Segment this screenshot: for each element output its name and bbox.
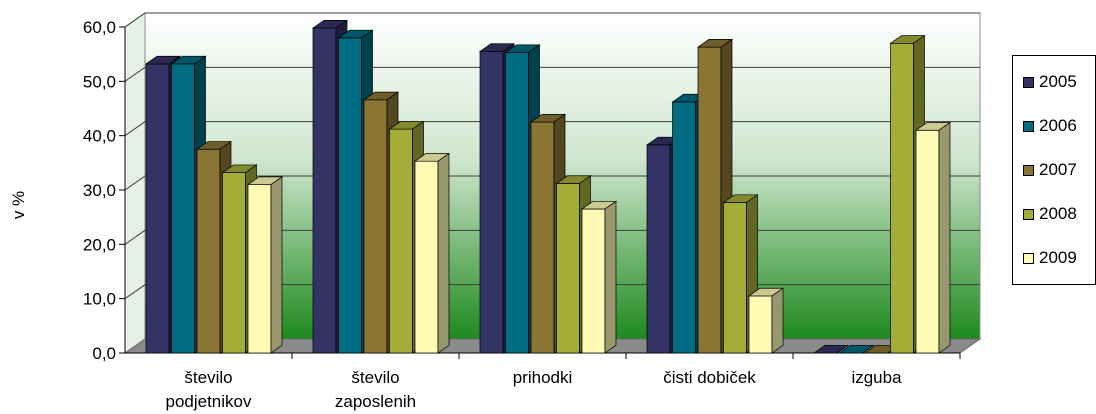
x-tick-label: zaposlenih bbox=[335, 392, 416, 411]
bar-side bbox=[771, 287, 784, 354]
bar-side bbox=[437, 152, 450, 354]
y-tick-label: 20,0 bbox=[83, 235, 116, 254]
legend-label: 2009 bbox=[1039, 248, 1077, 267]
x-tick-label: število bbox=[184, 368, 232, 387]
x-tick-label: podjetnikov bbox=[165, 392, 252, 411]
legend-label: 2006 bbox=[1039, 116, 1077, 135]
bar-front bbox=[247, 184, 272, 354]
y-axis-label: v % bbox=[9, 190, 28, 220]
legend-swatch bbox=[1023, 208, 1034, 220]
legend-item: 2005 bbox=[1023, 72, 1077, 92]
bar-front bbox=[530, 121, 555, 354]
bar bbox=[914, 121, 952, 354]
legend-item: 2008 bbox=[1023, 204, 1077, 224]
bar bbox=[580, 200, 618, 354]
bar-front bbox=[697, 46, 722, 354]
legend-item: 2006 bbox=[1023, 116, 1077, 136]
bar-front bbox=[222, 172, 246, 354]
bar-front bbox=[748, 295, 773, 354]
x-tick-label: prihodki bbox=[513, 368, 573, 387]
bar-front bbox=[890, 42, 914, 354]
bar-front bbox=[338, 37, 362, 354]
bar-side bbox=[862, 345, 874, 354]
y-tick-label: 30,0 bbox=[83, 181, 116, 200]
gridline-side bbox=[124, 12, 146, 28]
gridline-side bbox=[124, 229, 146, 245]
bar bbox=[838, 344, 875, 354]
bar-front bbox=[389, 128, 413, 354]
bar-front bbox=[556, 183, 580, 354]
legend: 2005 2006 2007 2008 2009 bbox=[1012, 55, 1096, 285]
y-tick-label: 40,0 bbox=[83, 127, 116, 146]
legend-label: 2008 bbox=[1039, 204, 1077, 223]
legend-item: 2009 bbox=[1023, 248, 1077, 268]
y-tick-label: 0,0 bbox=[92, 344, 116, 363]
bar-front bbox=[581, 208, 606, 354]
x-tick-label: število bbox=[351, 368, 399, 387]
x-tick-label: čisti dobiček bbox=[663, 368, 756, 387]
bar-front bbox=[312, 27, 337, 354]
bar-front bbox=[196, 148, 221, 354]
y-tick-label: 10,0 bbox=[83, 290, 116, 309]
bar bbox=[246, 176, 284, 354]
gridline-side bbox=[124, 121, 146, 137]
bar-front bbox=[505, 52, 529, 354]
bar bbox=[812, 344, 850, 354]
gridline-side bbox=[124, 284, 146, 300]
legend-label: 2005 bbox=[1039, 72, 1077, 91]
legend-item: 2007 bbox=[1023, 160, 1077, 180]
legend-swatch bbox=[1023, 164, 1034, 176]
bar-front bbox=[145, 63, 170, 354]
gridline-side bbox=[124, 66, 146, 82]
bar-side bbox=[604, 200, 617, 354]
x-tick-label: izguba bbox=[851, 368, 902, 387]
bar-front bbox=[646, 144, 671, 354]
bar-front bbox=[414, 160, 439, 354]
bar-front bbox=[479, 51, 504, 354]
bar-front bbox=[363, 99, 388, 354]
bar bbox=[747, 287, 785, 354]
legend-swatch bbox=[1023, 120, 1034, 132]
legend-label: 2007 bbox=[1039, 160, 1077, 179]
bar-side bbox=[836, 345, 849, 354]
bar-front bbox=[915, 129, 940, 354]
gridline-side bbox=[124, 175, 146, 191]
bar-front bbox=[723, 202, 747, 354]
bar-front bbox=[171, 63, 195, 354]
bar-side bbox=[938, 121, 951, 354]
bar bbox=[413, 152, 451, 354]
legend-swatch bbox=[1023, 76, 1034, 88]
bar-front bbox=[672, 101, 696, 354]
y-tick-label: 60,0 bbox=[83, 18, 116, 37]
bar-side bbox=[270, 176, 283, 354]
y-tick-label: 50,0 bbox=[83, 72, 116, 91]
legend-swatch bbox=[1023, 252, 1034, 264]
